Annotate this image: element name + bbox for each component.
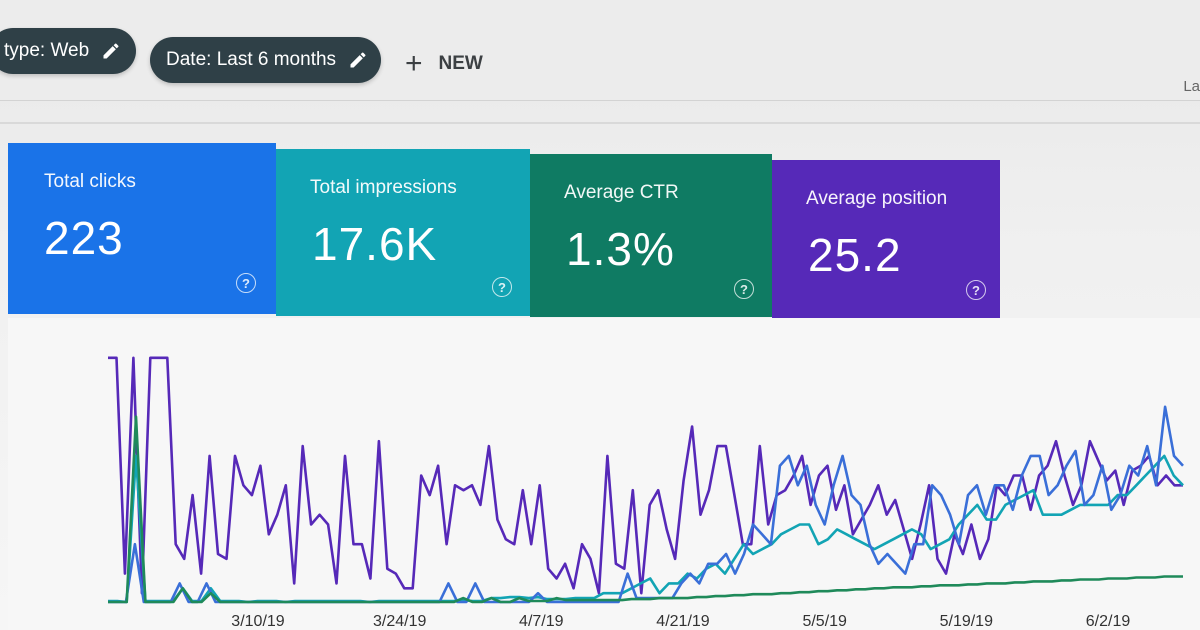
search-type-filter-chip[interactable]: type: Web — [0, 28, 136, 74]
average-ctr-card[interactable]: Average CTR 1.3% ? — [530, 154, 772, 317]
total-clicks-card[interactable]: Total clicks 223 ? — [8, 143, 276, 314]
series-line-2 — [108, 405, 1184, 604]
average-position-card[interactable]: Average position 25.2 ? — [772, 160, 1000, 318]
new-filter-label: NEW — [438, 53, 483, 74]
x-tick-label: 4/7/19 — [519, 613, 564, 630]
help-icon[interactable]: ? — [734, 279, 754, 299]
help-icon[interactable]: ? — [966, 280, 986, 300]
series-line-0 — [108, 356, 1183, 595]
search-type-filter-label: type: Web — [4, 40, 90, 61]
x-tick-label: 4/21/19 — [656, 613, 709, 630]
metric-value: 25.2 — [808, 229, 902, 281]
metric-label: Average CTR — [564, 182, 679, 203]
total-impressions-card[interactable]: Total impressions 17.6K ? — [276, 149, 530, 316]
metric-label: Total clicks — [44, 171, 136, 192]
series-line-3 — [108, 415, 1183, 604]
x-tick-label: 5/5/19 — [802, 613, 847, 630]
edit-pencil-icon[interactable] — [348, 50, 368, 70]
metric-label: Average position — [806, 188, 948, 209]
metric-value: 1.3% — [566, 223, 675, 275]
new-filter-button[interactable]: + NEW — [405, 44, 483, 84]
edit-pencil-icon[interactable] — [101, 41, 121, 61]
plus-icon: + — [405, 47, 423, 80]
x-tick-label: 3/10/19 — [231, 613, 284, 630]
help-icon[interactable]: ? — [236, 273, 256, 293]
metric-label: Total impressions — [310, 177, 457, 198]
date-filter-label: Date: Last 6 months — [166, 49, 337, 70]
help-icon[interactable]: ? — [492, 277, 512, 297]
metric-value: 223 — [44, 212, 124, 264]
date-filter-chip[interactable]: Date: Last 6 months — [150, 37, 381, 83]
x-tick-label: 5/19/19 — [940, 613, 993, 630]
performance-chart-svg: 3/10/19 3/24/19 4/7/19 4/21/19 5/5/19 5/19/19… — [108, 356, 1184, 630]
truncated-header-text: La — [1183, 78, 1200, 95]
x-tick-label: 6/2/19 — [1086, 613, 1131, 630]
metric-value: 17.6K — [312, 218, 438, 270]
header-divider — [0, 122, 1200, 124]
x-tick-label: 3/24/19 — [373, 613, 426, 630]
performance-chart: 3/10/19 3/24/19 4/7/19 4/21/19 5/5/19 5/19/19… — [8, 318, 1200, 630]
filter-bar: type: Web Date: Last 6 months + NEW La — [0, 0, 1200, 101]
